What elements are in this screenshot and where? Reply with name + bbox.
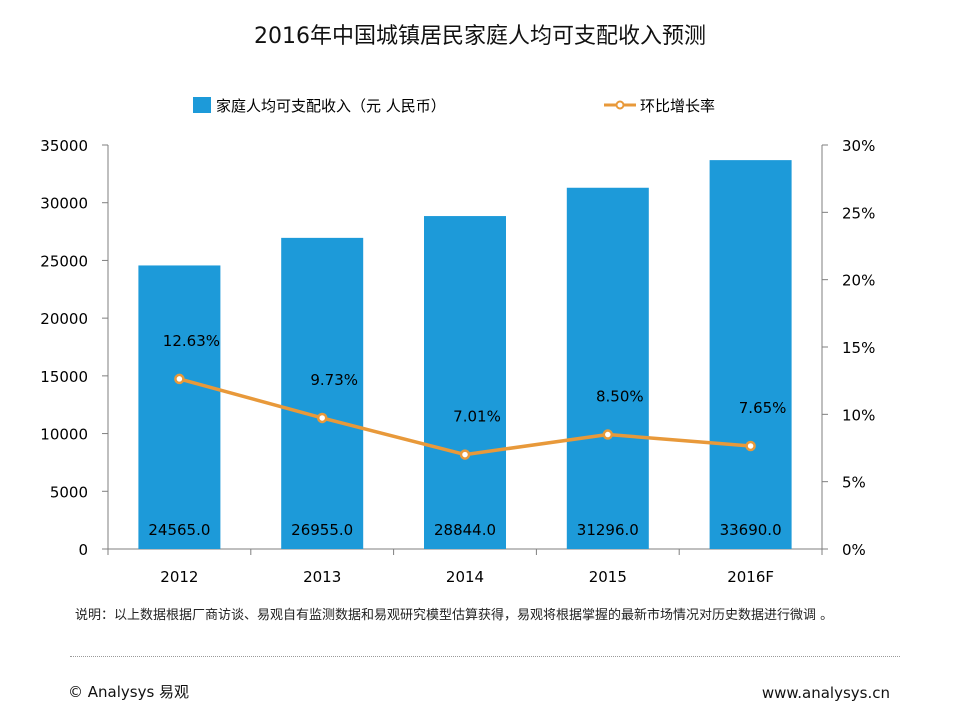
legend-swatch-bar xyxy=(193,97,211,113)
income-bar xyxy=(566,187,649,549)
legend: 家庭人均可支配收入（元 人民币） 环比增长率 xyxy=(193,97,715,115)
income-bar xyxy=(424,216,506,549)
x-axis-label: 2015 xyxy=(589,568,627,586)
x-axis-label: 2014 xyxy=(446,568,484,586)
income-bar xyxy=(138,265,221,549)
right-axis-tick-label: 0% xyxy=(842,541,866,559)
chart: 家庭人均可支配收入（元 人民币） 环比增长率 0 5000 10000 15000 200… xyxy=(40,97,875,586)
bar-data-labels: 24565.0 26955.0 28844.0 31296.0 33690.0 xyxy=(148,521,781,539)
income-bar-label: 26955.0 xyxy=(291,521,353,539)
growth-rate-label: 7.65% xyxy=(739,399,787,417)
income-bar xyxy=(709,160,792,549)
line-data-labels: 12.63% 9.73% 7.01% 8.50% 7.65% xyxy=(163,332,787,426)
growth-rate-point xyxy=(602,429,614,440)
legend-swatch-marker xyxy=(615,100,625,110)
right-axis-tick-label: 5% xyxy=(842,474,866,492)
x-axis-label: 2013 xyxy=(303,568,341,586)
left-axis-tick-label: 30000 xyxy=(40,195,88,213)
right-axis-tick-label: 10% xyxy=(842,406,875,424)
bar-series xyxy=(138,160,792,549)
income-bar-label: 28844.0 xyxy=(434,521,496,539)
growth-rate-point xyxy=(174,373,185,385)
left-axis-tick-label: 35000 xyxy=(40,137,88,155)
right-axis-tick-label: 30% xyxy=(842,137,875,155)
legend-label-growth: 环比增长率 xyxy=(640,97,715,115)
income-bar-label: 33690.0 xyxy=(720,521,782,539)
footer-website: www.analysys.cn xyxy=(761,684,890,702)
growth-rate-label: 9.73% xyxy=(310,371,358,389)
right-axis-tick-label: 15% xyxy=(842,339,875,357)
income-bar xyxy=(281,237,364,549)
chart-title: 2016年中国城镇居民家庭人均可支配收入预测 xyxy=(254,24,706,49)
left-axis-tick-label: 5000 xyxy=(50,483,88,501)
left-axis-tick-label: 10000 xyxy=(40,426,88,444)
legend-label-income: 家庭人均可支配收入（元 人民币） xyxy=(216,97,446,115)
footer-copyright: © Analysys 易观 xyxy=(68,683,190,701)
growth-rate-point xyxy=(316,412,328,424)
income-bar-label: 24565.0 xyxy=(148,521,210,539)
left-axis-tick-label: 0 xyxy=(78,541,88,559)
chart-note: 说明：以上数据根据厂商访谈、易观自有监测数据和易观研究模型估算获得，易观将根据掌… xyxy=(75,608,834,623)
growth-rate-label: 7.01% xyxy=(453,408,501,426)
growth-rate-point xyxy=(459,449,471,460)
line-series xyxy=(174,373,756,460)
left-axis-tick-label: 15000 xyxy=(40,368,88,386)
right-axis-tick-label: 20% xyxy=(842,272,875,290)
income-bar-label: 31296.0 xyxy=(577,521,639,539)
growth-rate-point xyxy=(745,440,756,452)
left-axis-tick-label: 20000 xyxy=(40,310,88,328)
right-axis-tick-label: 25% xyxy=(842,204,875,222)
left-axis-tick-label: 25000 xyxy=(40,252,88,270)
axes: 0 5000 10000 15000 20000 25000 30000 35000 0% 5% 1… xyxy=(40,137,875,559)
footer-divider xyxy=(70,656,900,657)
x-axis-label: 2012 xyxy=(160,568,198,586)
growth-rate-label: 12.63% xyxy=(163,332,220,350)
growth-rate-label: 8.50% xyxy=(596,388,644,406)
x-axis-labels: 2012 2013 2014 2015 2016F xyxy=(160,568,774,586)
x-axis-label: 2016F xyxy=(727,568,774,586)
